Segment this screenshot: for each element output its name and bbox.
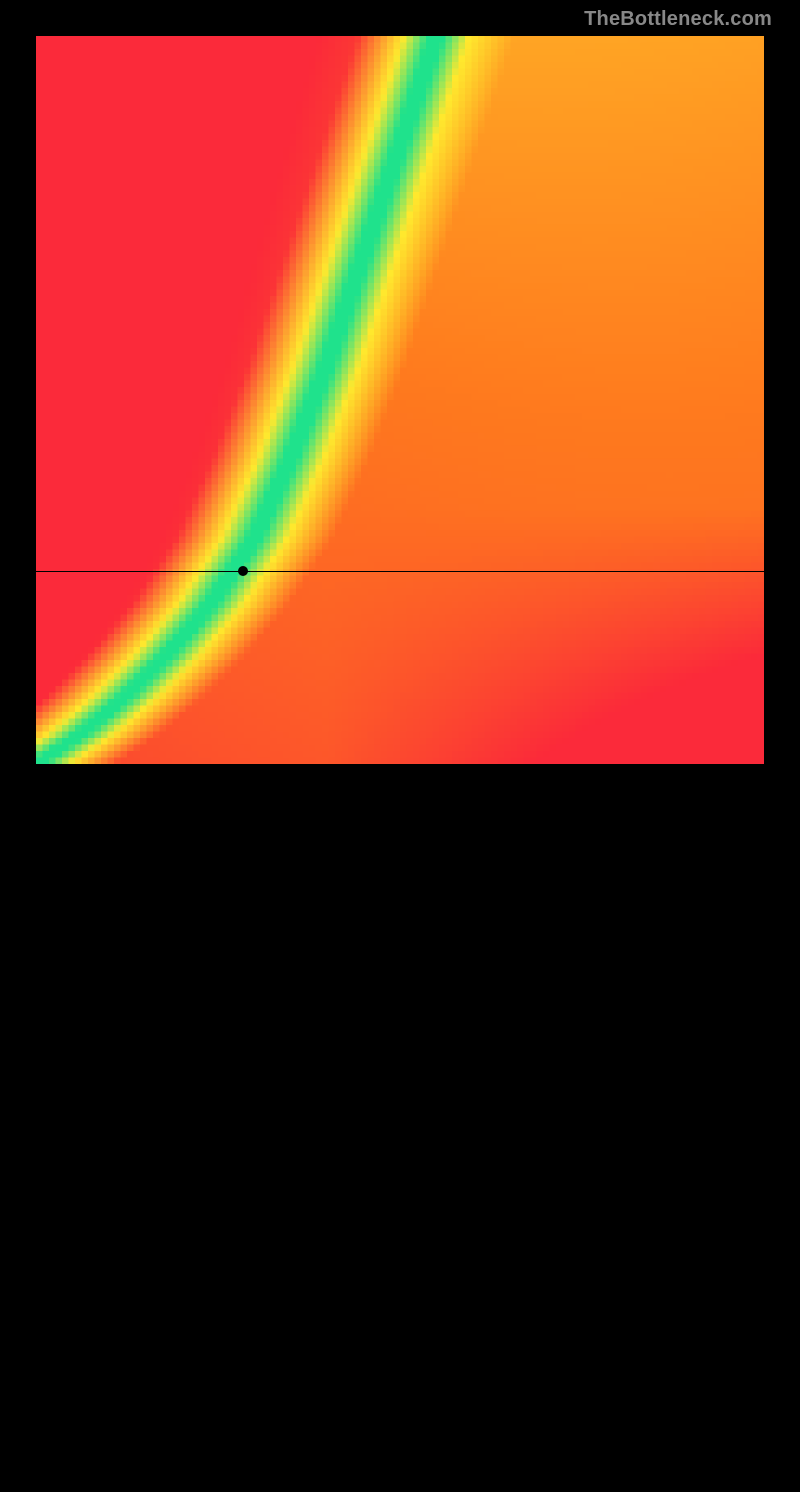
heatmap-canvas [36, 36, 764, 764]
marker-dot [238, 566, 248, 576]
crosshair-horizontal [36, 571, 764, 572]
watermark-text: TheBottleneck.com [584, 8, 772, 31]
crosshair-vertical [243, 764, 244, 1492]
heatmap-plot [36, 36, 764, 764]
